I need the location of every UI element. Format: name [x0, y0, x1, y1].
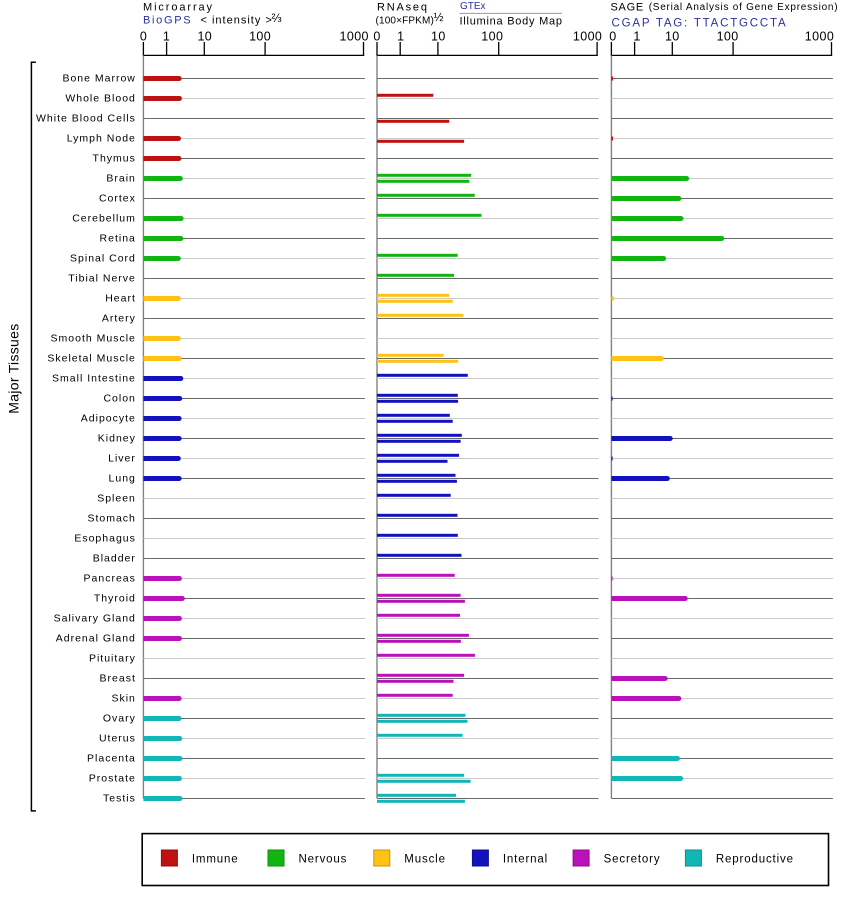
svg-text:10: 10 — [197, 30, 212, 44]
svg-text:Brain: Brain — [106, 173, 136, 185]
svg-text:Adipocyte: Adipocyte — [81, 413, 136, 425]
svg-text:Bone Marrow: Bone Marrow — [62, 73, 135, 85]
svg-text:1: 1 — [397, 30, 404, 44]
svg-text:100: 100 — [481, 30, 503, 44]
svg-text:Secretory: Secretory — [604, 853, 661, 865]
svg-text:Artery: Artery — [102, 313, 136, 325]
svg-text:1: 1 — [633, 30, 640, 44]
svg-text:Colon: Colon — [103, 393, 135, 405]
svg-text:1000: 1000 — [805, 30, 834, 44]
svg-text:1: 1 — [163, 30, 170, 44]
svg-text:Smooth Muscle: Smooth Muscle — [51, 333, 136, 345]
svg-text:10: 10 — [665, 30, 680, 44]
svg-text:SAGE: SAGE — [611, 1, 644, 13]
svg-text:Internal: Internal — [503, 853, 548, 865]
svg-text:Microarray: Microarray — [143, 1, 214, 13]
svg-text:Pituitary: Pituitary — [89, 653, 136, 665]
svg-text:Immune: Immune — [192, 853, 239, 865]
svg-text:0: 0 — [140, 30, 147, 44]
svg-text:Muscle: Muscle — [404, 853, 446, 865]
svg-text:Breast: Breast — [100, 673, 136, 685]
svg-text:10: 10 — [431, 30, 446, 44]
svg-text:Heart: Heart — [105, 293, 136, 305]
svg-text:Lung: Lung — [109, 473, 136, 485]
svg-text:White Blood Cells: White Blood Cells — [36, 113, 136, 125]
svg-text:(Serial Analysis of Gene Expre: (Serial Analysis of Gene Expression) — [649, 2, 839, 13]
svg-text:Cerebellum: Cerebellum — [72, 213, 136, 225]
svg-text:⅔: ⅔ — [272, 11, 282, 25]
svg-text:100: 100 — [717, 30, 739, 44]
svg-text:Cortex: Cortex — [99, 193, 136, 205]
svg-text:Uterus: Uterus — [99, 733, 136, 745]
svg-text:Adrenal Gland: Adrenal Gland — [56, 633, 136, 645]
svg-text:Salivary Gland: Salivary Gland — [54, 613, 136, 625]
svg-text:BioGPS: BioGPS — [143, 15, 192, 27]
svg-text:0: 0 — [373, 30, 380, 44]
svg-text:Retina: Retina — [100, 233, 136, 245]
svg-text:GTEx: GTEx — [460, 1, 486, 12]
svg-text:Testis: Testis — [103, 793, 136, 805]
svg-text:Thymus: Thymus — [93, 153, 136, 165]
svg-text:RNAseq: RNAseq — [377, 1, 429, 13]
svg-text:100: 100 — [249, 30, 271, 44]
svg-text:Ovary: Ovary — [103, 713, 136, 725]
svg-text:Lymph Node: Lymph Node — [67, 133, 136, 145]
svg-text:Prostate: Prostate — [89, 773, 136, 785]
svg-text:0: 0 — [609, 30, 616, 44]
svg-text:Nervous: Nervous — [299, 853, 348, 865]
svg-text:Small Intestine: Small Intestine — [52, 373, 136, 385]
svg-text:1000: 1000 — [573, 30, 602, 44]
svg-text:Bladder: Bladder — [93, 553, 136, 565]
svg-text:Stomach: Stomach — [87, 513, 135, 525]
svg-text:Esophagus: Esophagus — [74, 533, 136, 545]
svg-text:Spinal Cord: Spinal Cord — [70, 253, 136, 265]
svg-text:1000: 1000 — [339, 30, 368, 44]
svg-text:Spleen: Spleen — [97, 493, 136, 505]
svg-text:(100×FPKM): (100×FPKM) — [376, 16, 434, 27]
svg-text:Thyroid: Thyroid — [94, 593, 136, 605]
svg-text:Pancreas: Pancreas — [84, 573, 136, 585]
svg-text:CGAP TAG: TTACTGCCTA: CGAP TAG: TTACTGCCTA — [612, 18, 788, 30]
svg-text:Whole Blood: Whole Blood — [65, 93, 136, 105]
svg-text:½: ½ — [434, 10, 444, 24]
svg-text:Skeletal Muscle: Skeletal Muscle — [47, 353, 136, 365]
svg-text:Skin: Skin — [111, 693, 135, 705]
svg-text:< intensity >: < intensity > — [201, 15, 273, 27]
svg-text:Liver: Liver — [108, 453, 136, 465]
svg-text:Kidney: Kidney — [98, 433, 136, 445]
svg-text:Major Tissues: Major Tissues — [6, 323, 22, 413]
svg-text:Illumina Body Map: Illumina Body Map — [460, 15, 563, 27]
svg-text:Reproductive: Reproductive — [716, 853, 794, 865]
svg-text:Tibial Nerve: Tibial Nerve — [68, 273, 136, 285]
svg-text:Placenta: Placenta — [87, 753, 136, 765]
